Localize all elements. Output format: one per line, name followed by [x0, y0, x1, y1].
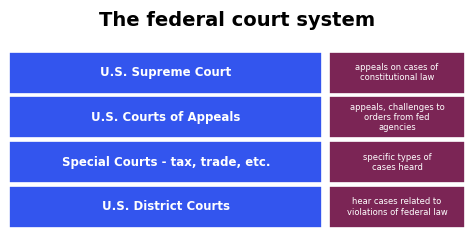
Text: U.S. Courts of Appeals: U.S. Courts of Appeals — [91, 111, 241, 124]
FancyBboxPatch shape — [329, 96, 465, 138]
Text: appeals, challenges to
orders from fed
agencies: appeals, challenges to orders from fed a… — [350, 102, 444, 132]
Text: hear cases related to
violations of federal law: hear cases related to violations of fede… — [346, 197, 447, 217]
FancyBboxPatch shape — [329, 141, 465, 183]
FancyBboxPatch shape — [9, 141, 322, 183]
FancyBboxPatch shape — [329, 52, 465, 94]
Text: specific types of
cases heard: specific types of cases heard — [363, 153, 431, 172]
Text: U.S. District Courts: U.S. District Courts — [102, 200, 230, 213]
FancyBboxPatch shape — [329, 186, 465, 228]
Text: Special Courts - tax, trade, etc.: Special Courts - tax, trade, etc. — [62, 156, 270, 169]
FancyBboxPatch shape — [9, 186, 322, 228]
Text: The federal court system: The federal court system — [99, 11, 375, 30]
Text: U.S. Supreme Court: U.S. Supreme Court — [100, 66, 231, 79]
FancyBboxPatch shape — [9, 52, 322, 94]
Text: appeals on cases of
constitutional law: appeals on cases of constitutional law — [356, 63, 438, 82]
FancyBboxPatch shape — [9, 96, 322, 138]
